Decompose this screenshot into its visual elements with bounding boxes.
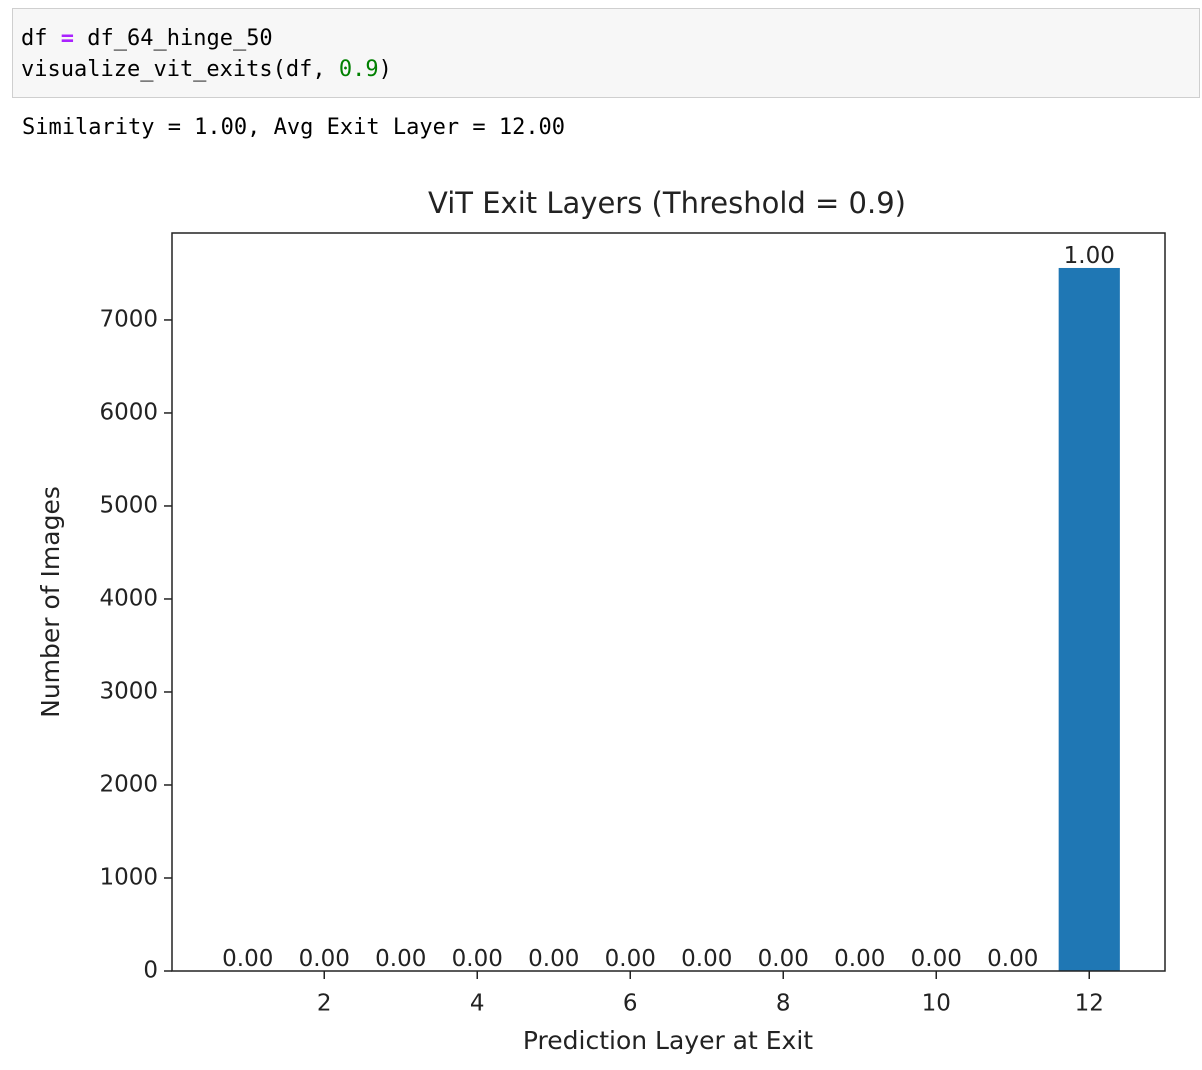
y-tick-label: 3000 — [99, 678, 158, 704]
x-tick-label: 4 — [470, 991, 485, 1017]
bar-label: 0.00 — [222, 946, 273, 972]
x-tick-label: 6 — [623, 991, 638, 1017]
code-token: visualize_vit_exits(df, — [21, 57, 339, 82]
code-token: df — [21, 26, 48, 51]
code-token: df_64_hinge_50 — [87, 26, 273, 51]
y-axis-label: Number of Images — [36, 486, 65, 718]
bar-label: 0.00 — [911, 946, 962, 972]
code-token: = — [60, 26, 74, 51]
x-tick-label: 12 — [1075, 991, 1104, 1017]
bar-label: 0.00 — [528, 946, 579, 972]
bar-label: 1.00 — [1064, 243, 1115, 269]
bar-label: 0.00 — [987, 946, 1038, 972]
bar-label: 0.00 — [299, 946, 350, 972]
y-tick-label: 1000 — [99, 864, 158, 890]
chart-title: ViT Exit Layers (Threshold = 0.9) — [428, 186, 906, 220]
x-tick-label: 8 — [776, 991, 791, 1017]
bar-label: 0.00 — [375, 946, 426, 972]
x-tick-label: 2 — [317, 991, 332, 1017]
code: df = df_64_hinge_50 visualize_vit_exits(d… — [21, 23, 392, 85]
bar-label: 0.00 — [605, 946, 656, 972]
x-axis-label: Prediction Layer at Exit — [523, 1026, 813, 1055]
code-line: df = df_64_hinge_50 — [21, 23, 392, 54]
code-line: visualize_vit_exits(df, 0.9) — [21, 54, 392, 85]
y-tick-label: 0 — [143, 958, 158, 984]
y-tick-label: 5000 — [99, 492, 158, 518]
output-text: Similarity = 1.00, Avg Exit Layer = 12.0… — [22, 115, 566, 140]
bar-label: 0.00 — [452, 946, 503, 972]
y-tick-label: 7000 — [99, 306, 158, 332]
y-tick-label: 4000 — [99, 585, 158, 611]
y-tick-label: 6000 — [99, 399, 158, 425]
code-token: 0.9 — [338, 57, 379, 82]
code-cell[interactable]: df = df_64_hinge_50 visualize_vit_exits(d… — [12, 8, 1200, 98]
plot-frame — [171, 232, 1166, 972]
bar-label: 0.00 — [681, 946, 732, 972]
bar — [1058, 267, 1120, 972]
bar-label: 0.00 — [758, 946, 809, 972]
x-tick-label: 10 — [922, 991, 951, 1017]
code-token: ) — [378, 57, 392, 82]
y-tick-label: 2000 — [99, 771, 158, 797]
bar-label: 0.00 — [834, 946, 885, 972]
